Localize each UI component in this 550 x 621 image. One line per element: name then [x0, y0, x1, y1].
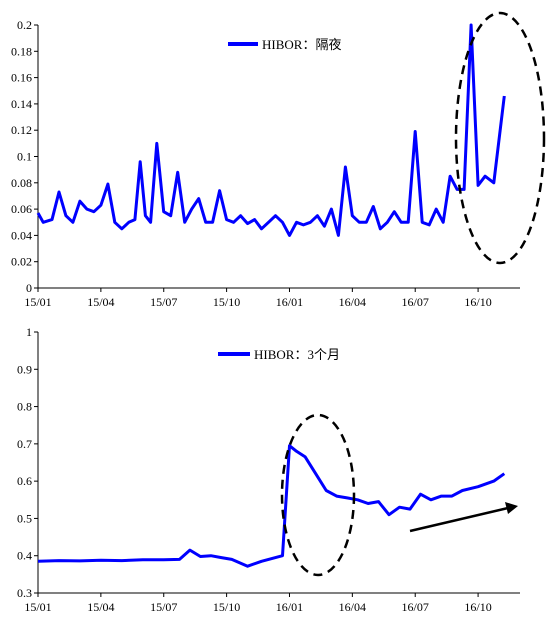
- highlight-ellipse: [280, 413, 356, 577]
- y-tick-label: 0.02: [11, 255, 32, 269]
- x-tick-label: 16/04: [339, 600, 366, 614]
- x-tick-label: 15/04: [87, 295, 114, 309]
- x-tick-label: 15/10: [213, 295, 240, 309]
- x-tick-label: 15/07: [150, 295, 177, 309]
- y-tick-label: 0.5: [17, 511, 32, 525]
- highlight-ellipse: [454, 11, 546, 265]
- x-tick-label: 16/07: [402, 295, 429, 309]
- y-tick-label: 0.1: [17, 150, 32, 164]
- y-tick-label: 0.16: [11, 71, 32, 85]
- y-tick-label: 0.9: [17, 362, 32, 376]
- trend-arrow: [409, 506, 509, 533]
- y-tick-label: 0.04: [11, 228, 32, 242]
- legend-label: HIBOR：3个月: [254, 347, 340, 362]
- y-tick-label: 0.2: [17, 18, 32, 32]
- series-line: [37, 444, 506, 568]
- y-tick-label: 0.12: [11, 123, 32, 137]
- y-tick-label: 0.06: [11, 202, 32, 216]
- y-tick-label: 0.7: [17, 437, 32, 451]
- x-tick-label: 15/10: [213, 600, 240, 614]
- series-line: [36, 23, 506, 237]
- x-tick-label: 16/04: [339, 295, 366, 309]
- y-tick-label: 0.6: [17, 474, 32, 488]
- y-tick-label: 1: [26, 325, 32, 339]
- x-tick-label: 15/04: [87, 600, 114, 614]
- legend-label: HIBOR：隔夜: [262, 37, 341, 52]
- x-tick-label: 16/10: [464, 600, 491, 614]
- x-tick-label: 16/07: [402, 600, 429, 614]
- y-tick-label: 0.4: [17, 549, 32, 563]
- y-tick-label: 0.14: [11, 97, 32, 111]
- y-tick-label: 0.08: [11, 176, 32, 190]
- y-tick-label: 0: [26, 281, 32, 295]
- x-tick-label: 15/01: [24, 600, 51, 614]
- y-tick-label: 0.8: [17, 400, 32, 414]
- y-tick-label: 0.18: [11, 44, 32, 58]
- x-tick-label: 15/07: [150, 600, 177, 614]
- x-tick-label: 16/01: [276, 600, 303, 614]
- x-tick-label: 16/01: [276, 295, 303, 309]
- trend-arrow-head: [505, 502, 518, 514]
- x-tick-label: 16/10: [464, 295, 491, 309]
- y-tick-label: 0.3: [17, 586, 32, 600]
- x-tick-label: 15/01: [24, 295, 51, 309]
